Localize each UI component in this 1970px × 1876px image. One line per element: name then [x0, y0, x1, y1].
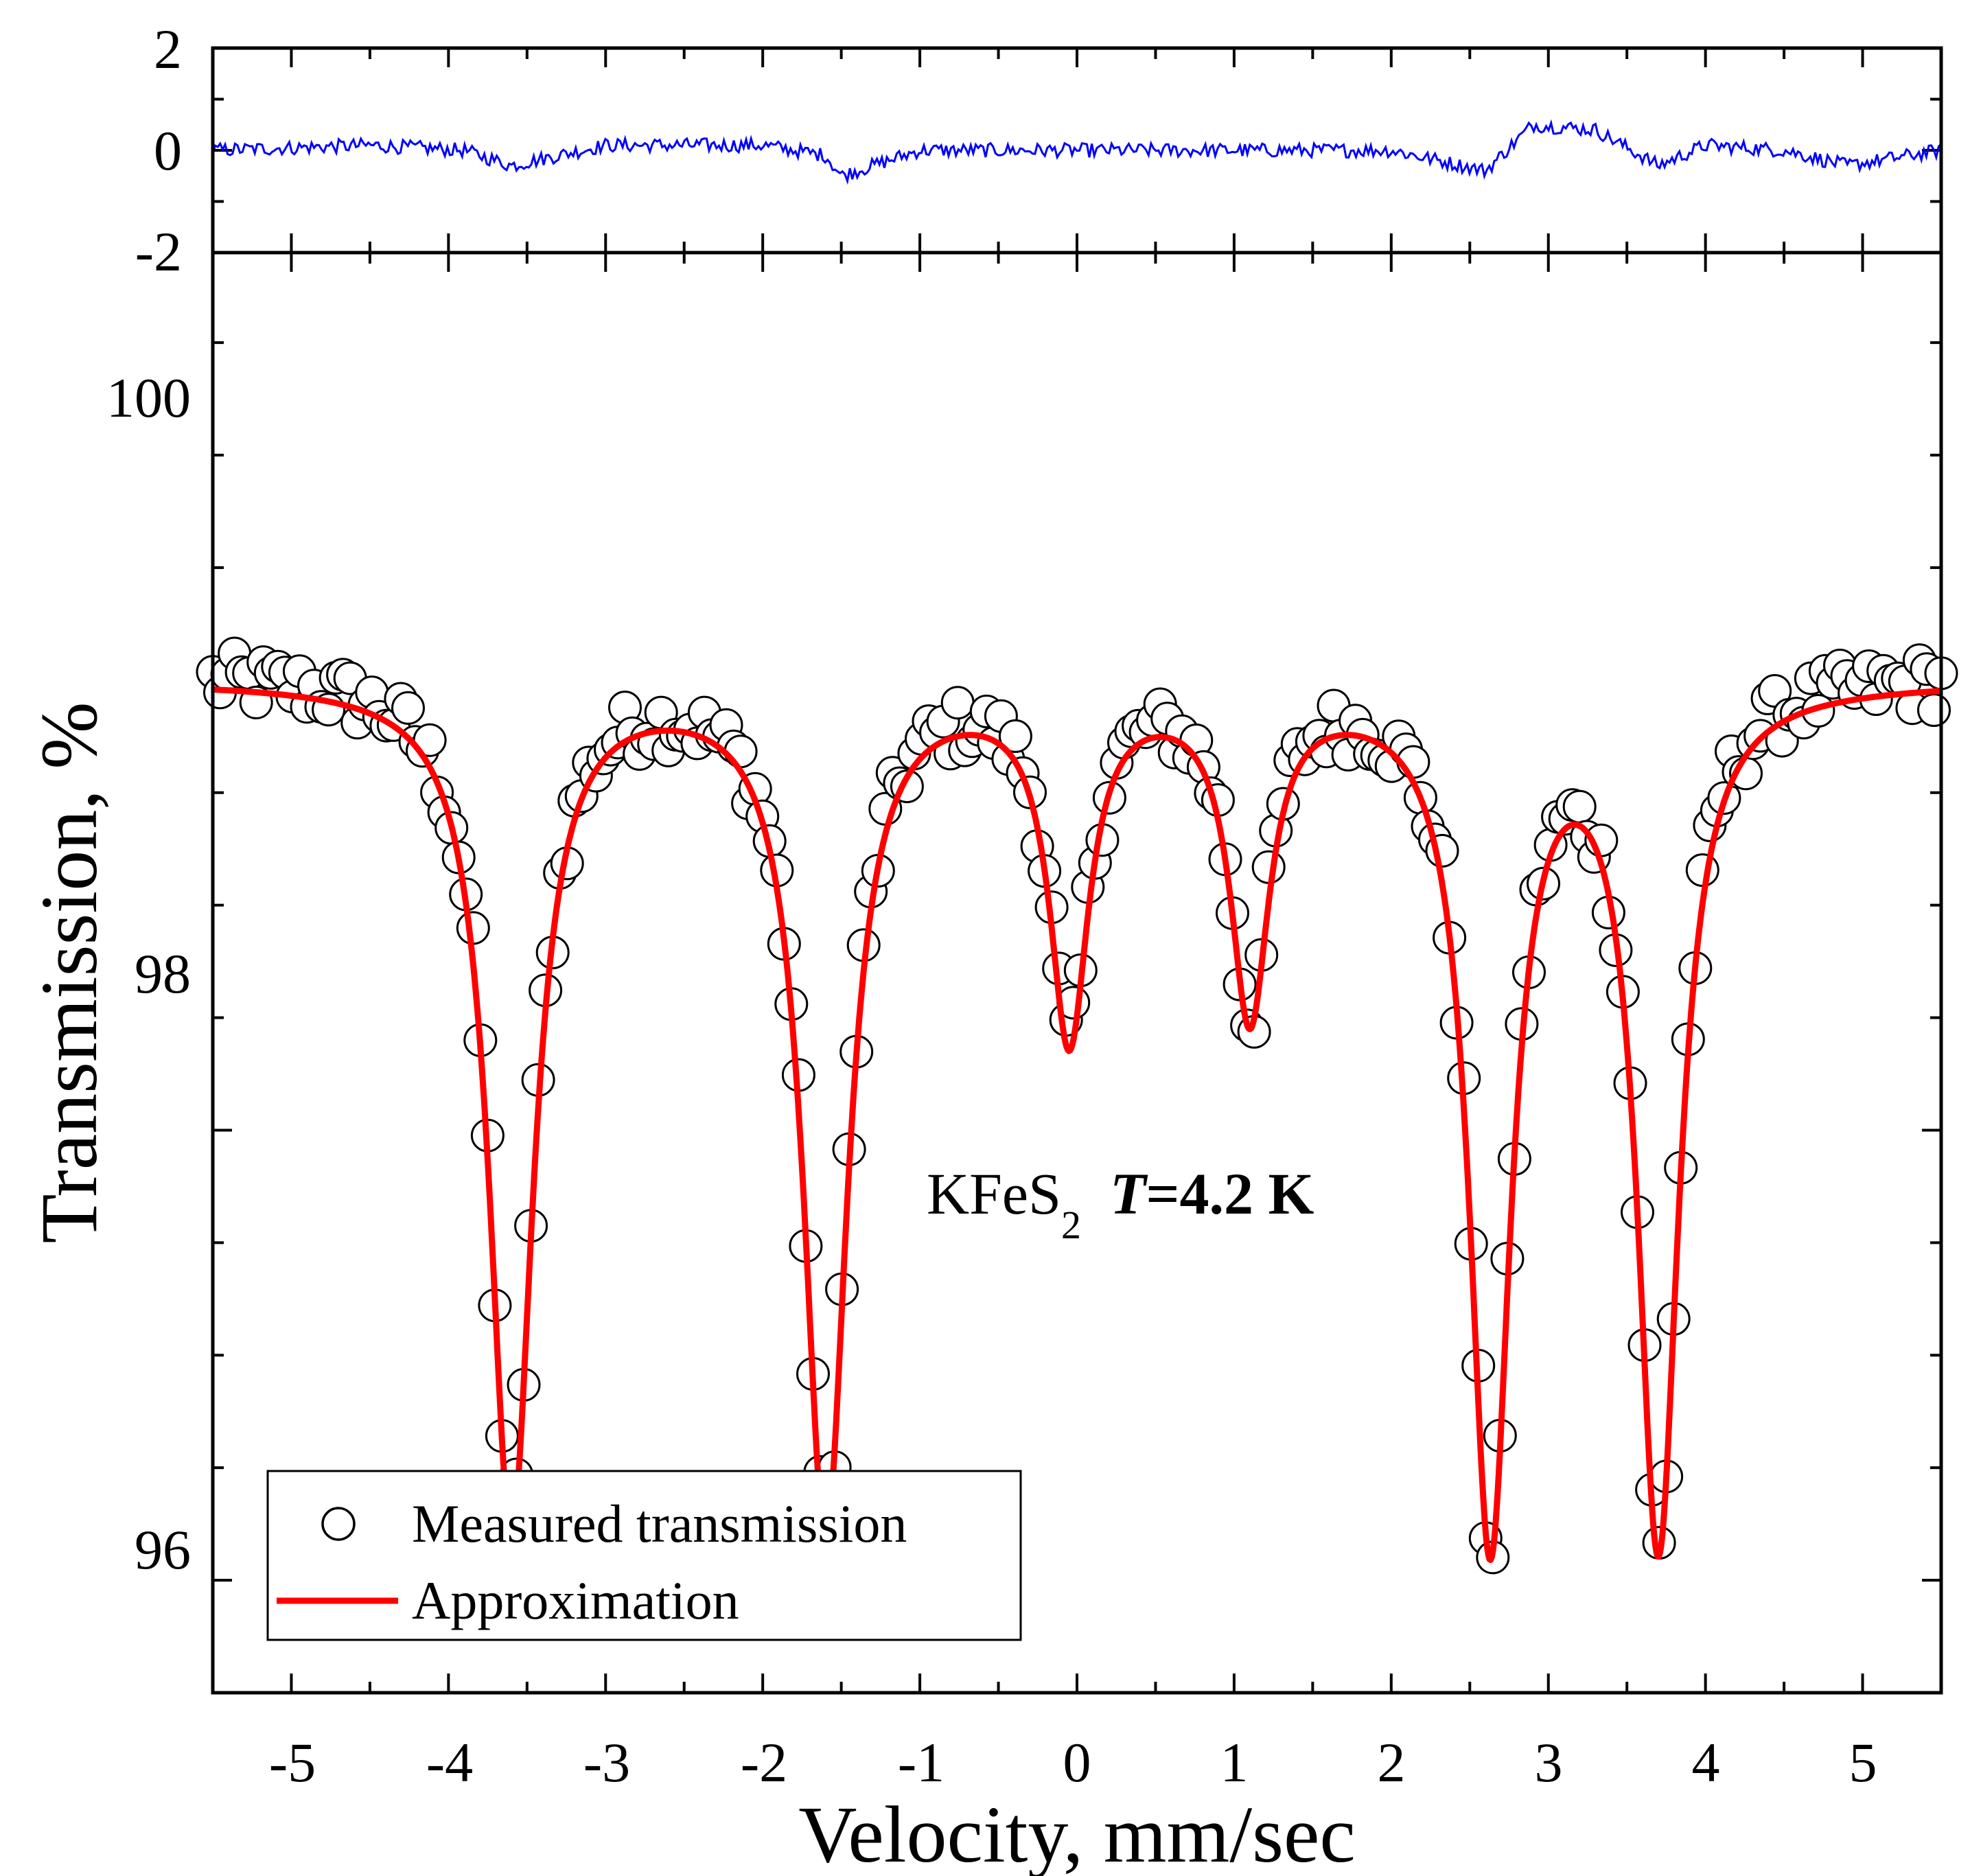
data-point: [998, 719, 1032, 753]
residual-ytick-label: 2: [154, 18, 182, 80]
spectrum-tick-marks: [211, 253, 1943, 1693]
x-axis-title: Velocity, mm/sec: [798, 1790, 1356, 1876]
xtick-label: 2: [1378, 1731, 1406, 1794]
xtick-label: -3: [583, 1731, 630, 1794]
xtick-label: 1: [1220, 1731, 1249, 1794]
residual-tick-marks: [211, 48, 1943, 253]
y-axis-title: Transmission, %: [24, 702, 114, 1243]
legend: Measured transmission Approximation: [266, 1470, 1022, 1641]
legend-label-measured: Measured transmission: [412, 1494, 907, 1553]
temperature-symbol: T: [1110, 1161, 1148, 1227]
xtick-label: -5: [269, 1731, 316, 1794]
data-point: [1917, 693, 1951, 727]
ytick-label: 100: [106, 367, 191, 429]
residual-ytick-label: -2: [135, 220, 182, 283]
data-point: [940, 686, 975, 720]
legend-marker-measured: [321, 1507, 356, 1541]
xtick-label: 0: [1063, 1731, 1091, 1794]
xtick-label: 4: [1692, 1731, 1720, 1794]
data-point: [723, 734, 758, 769]
temperature-value: =4.2 K: [1146, 1161, 1314, 1227]
approximation-curve: [211, 686, 1943, 1563]
data-point: [1685, 853, 1719, 888]
spectrum-panel: 100 98 96 -5 -4 -3 -2 -1 0 1 2 3 4 5 Vel…: [24, 251, 1958, 1876]
data-point: [391, 691, 425, 725]
legend-label-approximation: Approximation: [412, 1571, 739, 1630]
sample-annotation: KFeS2 T=4.2 K: [927, 1161, 1314, 1247]
ytick-label: 98: [135, 942, 191, 1005]
xtick-label: 3: [1535, 1731, 1563, 1794]
data-point: [1562, 789, 1597, 824]
xtick-label: -2: [741, 1731, 787, 1794]
legend-box: [266, 1470, 1022, 1641]
residual-ytick-label: 0: [154, 119, 182, 182]
residual-line: [211, 119, 1943, 185]
compound-subscript: 2: [1061, 1203, 1081, 1247]
compound-name: KFeS: [927, 1161, 1061, 1227]
xtick-label: -1: [898, 1731, 945, 1794]
data-point: [1251, 850, 1286, 884]
xtick-label: 5: [1849, 1731, 1877, 1794]
spectrum-frame: [211, 251, 1943, 1695]
xtick-label: -4: [426, 1731, 473, 1794]
ytick-label: 96: [135, 1518, 191, 1581]
